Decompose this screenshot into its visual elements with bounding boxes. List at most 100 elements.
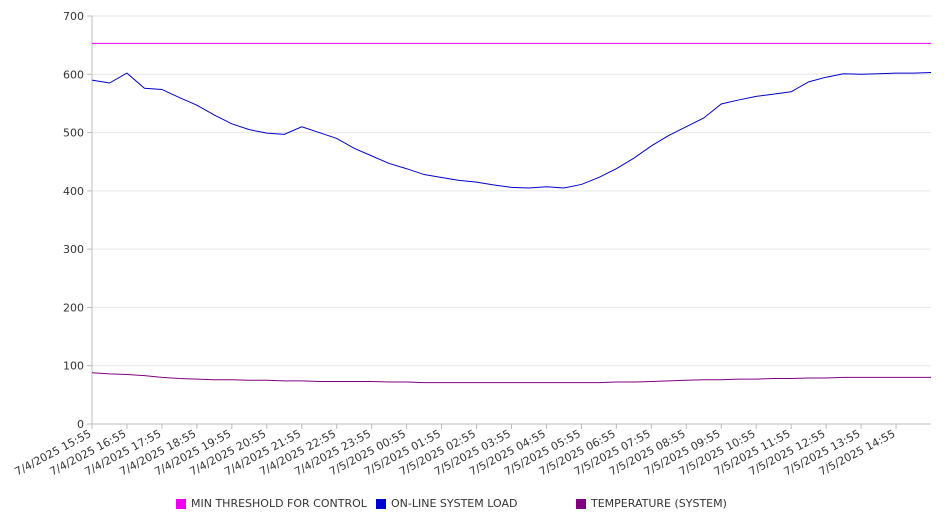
legend-swatch bbox=[576, 498, 586, 509]
data-point bbox=[405, 381, 408, 384]
data-point bbox=[685, 42, 688, 45]
data-point bbox=[230, 122, 233, 125]
data-point bbox=[702, 42, 705, 45]
data-point bbox=[458, 42, 461, 45]
data-point bbox=[737, 378, 740, 381]
data-point bbox=[842, 376, 845, 379]
data-point bbox=[545, 381, 548, 384]
legend-item[interactable]: TEMPERATURE (SYSTEM) bbox=[576, 497, 727, 510]
data-point bbox=[510, 42, 513, 45]
data-point bbox=[160, 376, 163, 379]
data-point bbox=[685, 125, 688, 128]
data-point bbox=[405, 167, 408, 170]
data-point bbox=[248, 379, 251, 382]
data-point bbox=[300, 379, 303, 382]
data-point bbox=[580, 183, 583, 186]
data-point bbox=[265, 132, 268, 135]
data-point bbox=[125, 42, 128, 45]
data-point bbox=[737, 42, 740, 45]
data-point bbox=[895, 72, 898, 75]
data-point bbox=[772, 93, 775, 96]
data-point bbox=[860, 73, 863, 76]
data-point bbox=[527, 381, 530, 384]
data-point bbox=[702, 378, 705, 381]
data-point bbox=[265, 379, 268, 382]
data-point bbox=[108, 372, 111, 375]
data-point bbox=[335, 137, 338, 140]
x-tick-labels: 7/4/2025 15:557/4/2025 16:557/4/2025 17:… bbox=[13, 427, 898, 478]
data-point bbox=[335, 380, 338, 383]
data-point bbox=[440, 381, 443, 384]
data-point bbox=[493, 381, 496, 384]
series-line-2 bbox=[91, 72, 932, 189]
data-point bbox=[475, 42, 478, 45]
data-point bbox=[545, 185, 548, 188]
data-point bbox=[930, 376, 933, 379]
data-point bbox=[930, 42, 933, 45]
data-point bbox=[143, 87, 146, 90]
data-point bbox=[895, 376, 898, 379]
data-point bbox=[615, 167, 618, 170]
data-point bbox=[772, 42, 775, 45]
data-point bbox=[562, 42, 565, 45]
data-point bbox=[423, 381, 426, 384]
data-point bbox=[825, 76, 828, 79]
data-point bbox=[195, 104, 198, 107]
data-point bbox=[755, 42, 758, 45]
data-point bbox=[178, 42, 181, 45]
data-point bbox=[702, 117, 705, 120]
data-point bbox=[912, 42, 915, 45]
data-point bbox=[213, 42, 216, 45]
data-point bbox=[108, 42, 111, 45]
data-point bbox=[230, 378, 233, 381]
data-point bbox=[615, 381, 618, 384]
legend-swatch bbox=[376, 498, 386, 509]
data-point bbox=[527, 42, 530, 45]
data-point bbox=[318, 42, 321, 45]
data-point bbox=[807, 42, 810, 45]
data-point bbox=[720, 103, 723, 106]
data-point bbox=[213, 114, 216, 117]
data-point bbox=[860, 42, 863, 45]
data-point bbox=[790, 377, 793, 380]
data-point bbox=[597, 42, 600, 45]
data-point bbox=[632, 381, 635, 384]
data-point bbox=[160, 42, 163, 45]
data-point bbox=[510, 186, 513, 189]
data-point bbox=[790, 42, 793, 45]
data-point bbox=[370, 380, 373, 383]
y-tick-label: 300 bbox=[63, 243, 84, 256]
data-point bbox=[213, 378, 216, 381]
data-point bbox=[755, 95, 758, 98]
data-point bbox=[755, 378, 758, 381]
data-point bbox=[720, 42, 723, 45]
chart-legend: MIN THRESHOLD FOR CONTROL ON-LINE SYSTEM … bbox=[0, 497, 946, 515]
data-point bbox=[318, 131, 321, 134]
legend-swatch bbox=[176, 498, 186, 509]
legend-label: TEMPERATURE (SYSTEM) bbox=[591, 497, 727, 510]
data-point bbox=[283, 379, 286, 382]
data-point bbox=[248, 42, 251, 45]
y-tick-label: 700 bbox=[63, 10, 84, 23]
data-point bbox=[580, 381, 583, 384]
data-point bbox=[195, 42, 198, 45]
data-point bbox=[580, 42, 583, 45]
legend-item[interactable]: ON-LINE SYSTEM LOAD bbox=[376, 497, 517, 510]
y-tick-label: 100 bbox=[63, 360, 84, 373]
data-point bbox=[91, 42, 94, 45]
data-point bbox=[597, 381, 600, 384]
data-point bbox=[143, 374, 146, 377]
data-point bbox=[650, 380, 653, 383]
data-point bbox=[178, 96, 181, 99]
y-tick-label: 400 bbox=[63, 185, 84, 198]
data-point bbox=[388, 162, 391, 165]
legend-item[interactable]: MIN THRESHOLD FOR CONTROL bbox=[176, 497, 367, 510]
data-point bbox=[125, 373, 128, 376]
data-point bbox=[632, 42, 635, 45]
data-point bbox=[807, 80, 810, 83]
data-point bbox=[527, 186, 530, 189]
data-point bbox=[650, 42, 653, 45]
data-point bbox=[825, 376, 828, 379]
